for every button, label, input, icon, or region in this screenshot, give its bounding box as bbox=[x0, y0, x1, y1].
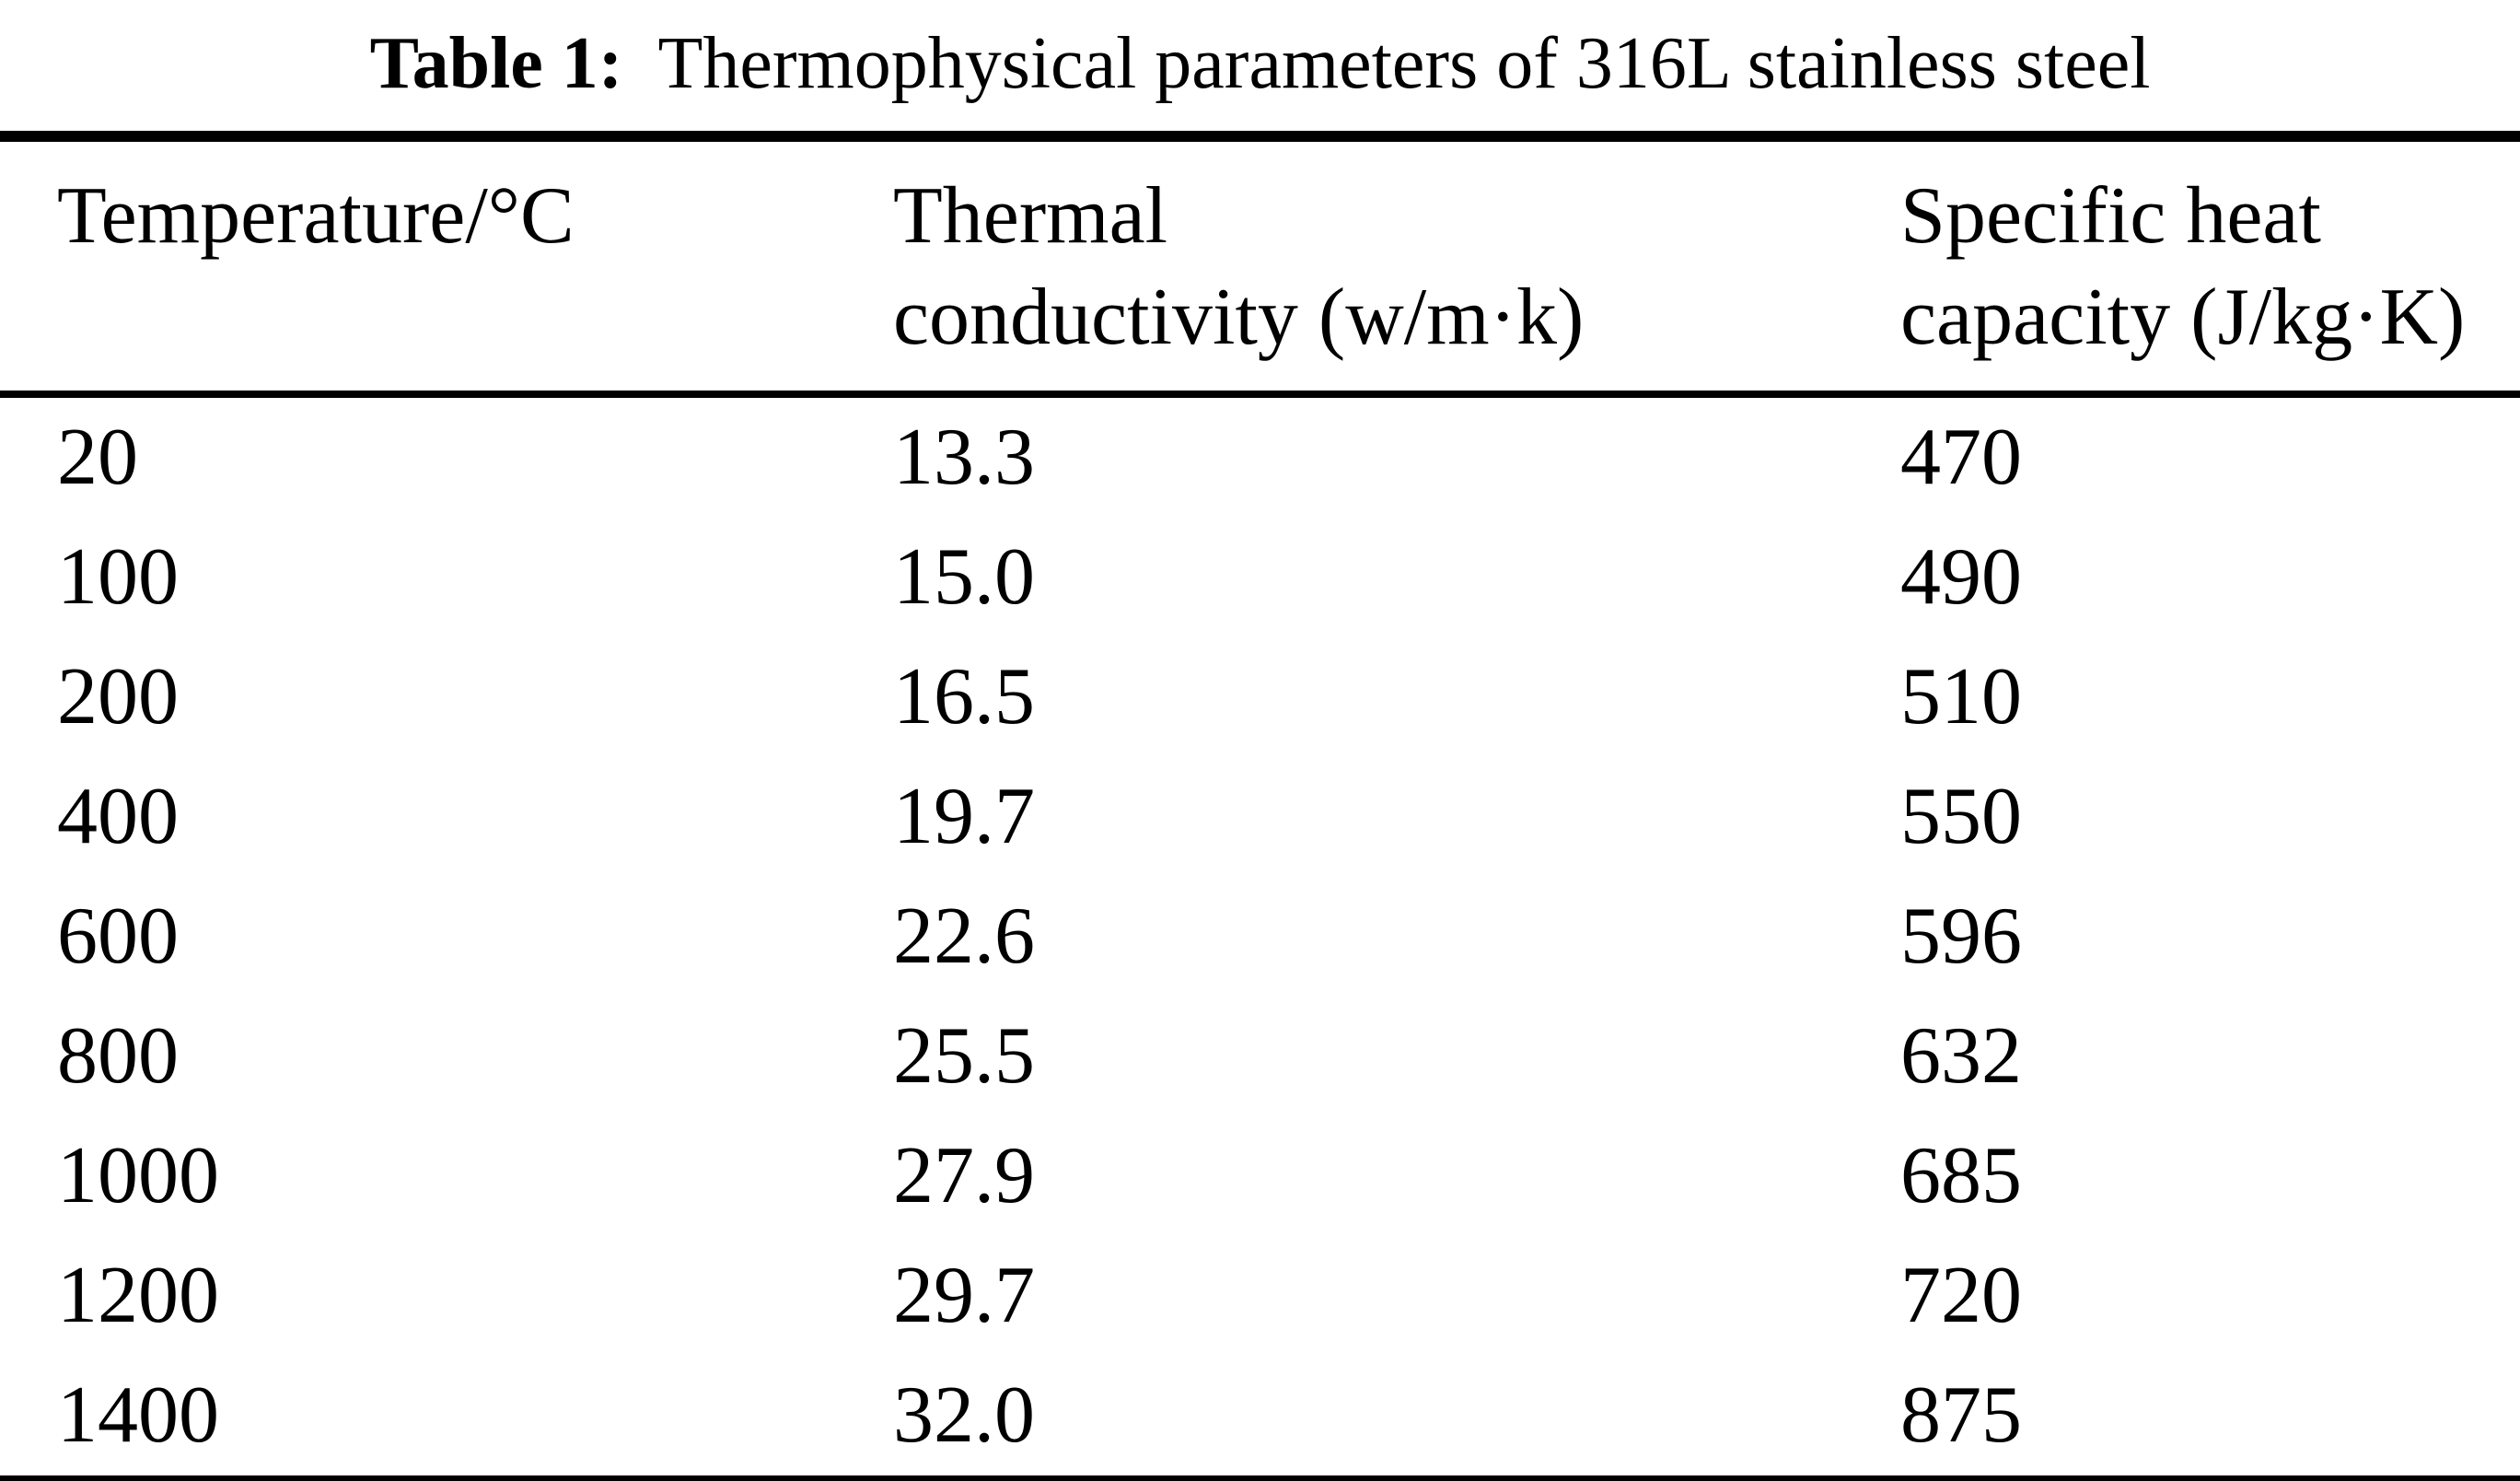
table-caption-label: Table 1: bbox=[369, 23, 623, 104]
column-header-thermal-conductivity: Thermal conductivity (w/m·k) bbox=[893, 166, 1900, 368]
cell-temperature: 400 bbox=[57, 772, 179, 861]
table-row: 1400 32.0 875 bbox=[0, 1356, 2520, 1475]
cell-thermal-conductivity: 27.9 bbox=[893, 1131, 1035, 1220]
table-caption-text: Thermophysical parameters of 316L stainl… bbox=[657, 23, 2151, 104]
column-header-line: capacity (J/kg·K) bbox=[1900, 273, 2466, 362]
table-row: 20 13.3 470 bbox=[0, 398, 2520, 518]
cell-specific-heat: 550 bbox=[1900, 772, 2022, 861]
cell-temperature: 100 bbox=[57, 532, 179, 622]
cell-specific-heat: 470 bbox=[1900, 413, 2022, 502]
table-row: 600 22.6 596 bbox=[0, 877, 2520, 997]
table-row: 800 25.5 632 bbox=[0, 997, 2520, 1116]
column-header-line: Specific heat bbox=[1900, 171, 2321, 261]
cell-specific-heat: 596 bbox=[1900, 892, 2022, 981]
cell-thermal-conductivity: 25.5 bbox=[893, 1011, 1035, 1101]
table-row: 400 19.7 550 bbox=[0, 757, 2520, 877]
cell-specific-heat: 490 bbox=[1900, 532, 2022, 622]
cell-thermal-conductivity: 29.7 bbox=[893, 1251, 1035, 1340]
cell-specific-heat: 632 bbox=[1900, 1011, 2022, 1101]
table-body: 20 13.3 470 100 15.0 490 200 16.5 510 40… bbox=[0, 398, 2520, 1475]
table-caption: Table 1: Thermophysical parameters of 316… bbox=[0, 0, 2520, 114]
column-header-line: Temperature/°C bbox=[57, 171, 575, 261]
cell-specific-heat: 685 bbox=[1900, 1131, 2022, 1220]
cell-temperature: 20 bbox=[57, 413, 138, 502]
table-top-rule bbox=[0, 131, 2520, 142]
cell-temperature: 1000 bbox=[57, 1131, 219, 1220]
cell-temperature: 600 bbox=[57, 892, 179, 981]
cell-temperature: 200 bbox=[57, 652, 179, 741]
column-header-temperature: Temperature/°C bbox=[57, 166, 893, 368]
table-row: 200 16.5 510 bbox=[0, 637, 2520, 757]
cell-thermal-conductivity: 19.7 bbox=[893, 772, 1035, 861]
table-row: 1000 27.9 685 bbox=[0, 1116, 2520, 1236]
table-row: 100 15.0 490 bbox=[0, 518, 2520, 637]
table-header-rule bbox=[0, 391, 2520, 398]
table-bottom-rule bbox=[0, 1475, 2520, 1481]
cell-specific-heat: 875 bbox=[1900, 1370, 2022, 1460]
cell-thermal-conductivity: 16.5 bbox=[893, 652, 1035, 741]
table-row: 1200 29.7 720 bbox=[0, 1236, 2520, 1356]
cell-specific-heat: 720 bbox=[1900, 1251, 2022, 1340]
cell-thermal-conductivity: 15.0 bbox=[893, 532, 1035, 622]
cell-temperature: 800 bbox=[57, 1011, 179, 1101]
cell-specific-heat: 510 bbox=[1900, 652, 2022, 741]
table-header-row: Temperature/°C Thermal conductivity (w/m… bbox=[0, 142, 2520, 391]
column-header-line: conductivity (w/m·k) bbox=[893, 273, 1585, 362]
cell-thermal-conductivity: 13.3 bbox=[893, 413, 1035, 502]
cell-thermal-conductivity: 22.6 bbox=[893, 892, 1035, 981]
cell-temperature: 1200 bbox=[57, 1251, 219, 1340]
column-header-specific-heat: Specific heat capacity (J/kg·K) bbox=[1900, 166, 2520, 368]
column-header-line: Thermal bbox=[893, 171, 1168, 261]
cell-thermal-conductivity: 32.0 bbox=[893, 1370, 1035, 1460]
cell-temperature: 1400 bbox=[57, 1370, 219, 1460]
